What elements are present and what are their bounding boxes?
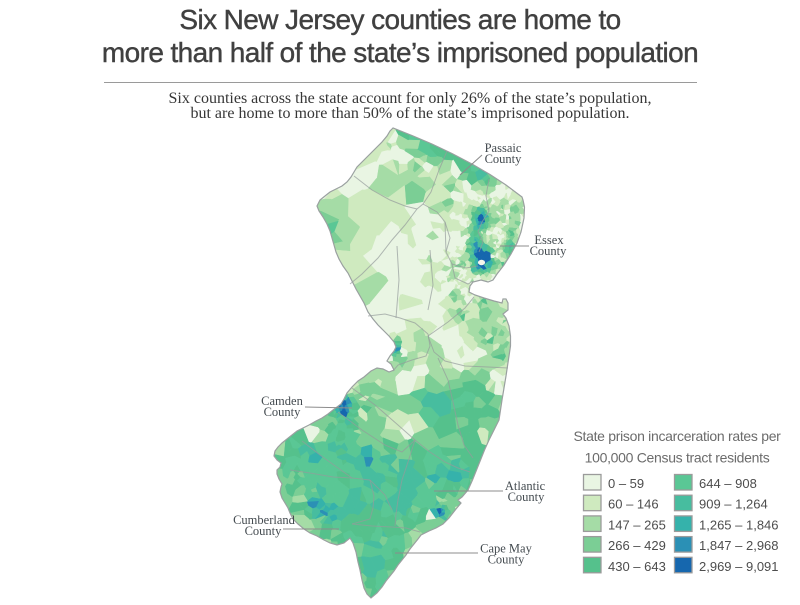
svg-text:County: County	[488, 553, 526, 567]
svg-text:1,847 – 2,968: 1,847 – 2,968	[699, 538, 779, 553]
svg-text:Camden: Camden	[261, 394, 303, 408]
svg-text:2,969 – 9,091: 2,969 – 9,091	[699, 559, 779, 574]
svg-text:909 – 1,264: 909 – 1,264	[699, 497, 768, 512]
svg-text:Cape May: Cape May	[480, 542, 532, 556]
svg-text:1,265 – 1,846: 1,265 – 1,846	[699, 517, 779, 532]
svg-text:State prison incarceration rat: State prison incarceration rates per	[573, 428, 781, 444]
svg-text:147 – 265: 147 – 265	[608, 517, 666, 532]
svg-text:266 – 429: 266 – 429	[608, 538, 666, 553]
svg-text:0 – 59: 0 – 59	[608, 476, 644, 491]
svg-text:County: County	[264, 405, 302, 419]
svg-text:430 – 643: 430 – 643	[608, 559, 666, 574]
svg-text:County: County	[485, 152, 523, 166]
svg-text:Passaic: Passaic	[485, 141, 522, 155]
svg-text:60 – 146: 60 – 146	[608, 497, 659, 512]
svg-text:County: County	[530, 244, 568, 258]
svg-text:644 – 908: 644 – 908	[699, 476, 757, 491]
svg-text:County: County	[508, 490, 546, 504]
svg-text:Essex: Essex	[534, 233, 564, 247]
svg-text:Atlantic: Atlantic	[505, 479, 546, 493]
svg-text:Cumberland: Cumberland	[233, 513, 296, 527]
svg-text:County: County	[245, 524, 283, 538]
svg-text:100,000 Census tract residents: 100,000 Census tract residents	[585, 450, 770, 466]
